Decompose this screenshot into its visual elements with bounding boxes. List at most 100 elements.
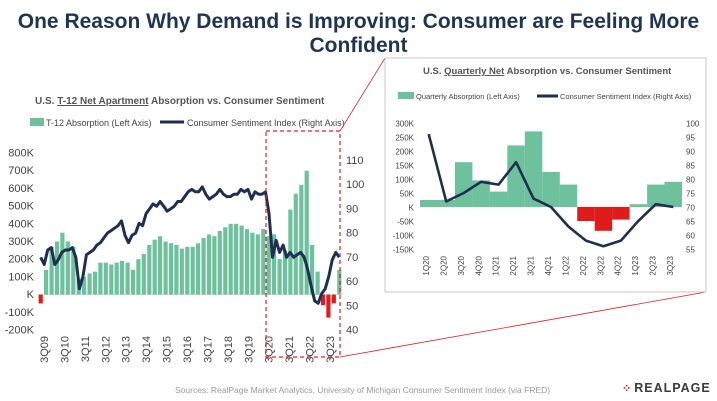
inset-x-label: 3Q22: [596, 255, 605, 275]
left-bar: [304, 170, 309, 295]
left-right-tick: 80: [346, 228, 358, 240]
left-bar: [337, 269, 342, 295]
left-bar: [190, 246, 195, 295]
left-bar: [277, 259, 282, 295]
left-bar: [82, 276, 87, 295]
left-bar: [114, 262, 119, 295]
left-bar: [196, 243, 201, 295]
left-x-label: 3Q17: [202, 336, 214, 363]
left-bar: [120, 261, 125, 295]
inset-right-tick: 55: [686, 246, 695, 255]
left-bar: [49, 246, 54, 295]
inset-x-label: 2Q21: [509, 255, 518, 275]
inset-title-underlined: Quarterly Net: [444, 66, 505, 77]
inset-left-tick: 300K: [395, 120, 414, 129]
left-bar: [331, 294, 336, 304]
left-x-label: 3Q20: [264, 336, 276, 363]
inset-bar: [437, 200, 455, 207]
left-bar: [261, 229, 266, 295]
inset-x-label: 1Q23: [631, 255, 640, 275]
left-left-tick: 100K: [8, 271, 34, 283]
inset-bar: [594, 207, 613, 231]
left-bar: [212, 236, 217, 295]
left-bar: [125, 262, 130, 295]
left-bar: [223, 227, 228, 295]
realpage-logo: ⁘ REALPAGE: [622, 381, 711, 395]
left-bar: [201, 238, 206, 295]
inset-x-label: 2Q20: [439, 255, 448, 275]
left-x-label: 3Q18: [223, 336, 235, 363]
inset-bar: [420, 200, 438, 207]
inset-x-label: 2Q22: [579, 255, 588, 275]
left-bar: [38, 294, 43, 304]
left-left-tick: 800K: [8, 148, 34, 160]
inset-legend-bar-swatch: [398, 92, 414, 99]
left-chart-legend: T-12 Absorption (Left Axis) Consumer Sen…: [30, 118, 345, 128]
inset-bar: [507, 145, 525, 207]
left-bar: [244, 229, 250, 295]
left-bar: [206, 234, 212, 295]
inset-bar: [489, 191, 508, 207]
left-bar: [98, 262, 103, 295]
inset-title-suffix: Absorption vs. Consumer Sentiment: [504, 66, 672, 77]
left-right-tick: 100: [346, 179, 364, 191]
left-right-tick: 40: [346, 325, 358, 337]
left-left-tick: 200K: [8, 254, 34, 266]
left-bar: [250, 232, 255, 295]
left-x-label: 3Q22: [305, 336, 317, 363]
left-chart-title: U.S. T-12 Net Apartment Absorption vs. C…: [35, 96, 325, 107]
left-left-tick: 600K: [8, 183, 34, 195]
inset-bar: [559, 184, 578, 207]
inset-left-tick: -100K: [393, 232, 415, 241]
inset-left-tick: 200K: [395, 148, 414, 157]
left-bar: [92, 271, 98, 295]
left-left-tick: 500K: [8, 201, 34, 213]
left-bar: [65, 241, 70, 295]
left-x-label: 3Q19: [243, 336, 255, 363]
inset-left-tick: 150K: [395, 162, 414, 171]
inset-left-tick: 50K: [400, 190, 415, 199]
source-note: Sources: RealPage Market Analytics, Univ…: [175, 385, 551, 395]
inset-right-tick: 80: [686, 176, 695, 185]
inset-left-tick: -150K: [393, 246, 415, 255]
inset-right-tick: 90: [686, 148, 695, 157]
inset-right-tick: 100: [686, 120, 700, 129]
callout-connector-bottom: [339, 291, 707, 358]
left-x-label: 3Q13: [121, 336, 133, 363]
left-bar: [87, 273, 92, 295]
left-bar: [103, 262, 108, 295]
inset-right-tick: 95: [686, 134, 695, 143]
left-title-suffix: Absorption vs. Consumer Sentiment: [149, 96, 325, 107]
left-bar: [44, 269, 49, 295]
left-bar: [158, 236, 163, 295]
left-bar: [239, 225, 244, 295]
left-axis-labels: 800K 700K 600K 500K 400K 300K 200K 100K K -100K -2…: [5, 148, 365, 363]
inset-bar: [629, 204, 648, 207]
left-right-tick: 50: [346, 300, 358, 312]
inset-x-label: 2Q23: [649, 255, 658, 275]
left-bar: [130, 269, 136, 295]
left-bar: [255, 234, 260, 295]
left-x-label: 3Q21: [284, 336, 296, 363]
inset-right-tick: 75: [686, 190, 695, 199]
left-bar: [168, 243, 174, 295]
left-bar: [174, 245, 179, 295]
inset-x-label: 1Q20: [422, 255, 431, 275]
left-left-tick: -200K: [5, 325, 35, 337]
left-bar: [326, 294, 331, 318]
left-left-tick: 400K: [8, 218, 34, 230]
inset-bar: [472, 180, 490, 207]
inset-bar: [664, 181, 682, 207]
left-legend-line-label: Consumer Sentiment Index (Right Axis): [187, 118, 345, 128]
inset-x-label: 3Q21: [527, 255, 536, 275]
inset-left-tick: -50K: [397, 218, 415, 227]
left-x-label: 3Q12: [100, 336, 112, 363]
left-bar: [315, 271, 320, 295]
left-bar: [320, 294, 326, 306]
left-bar: [272, 234, 277, 295]
page-title: One Reason Why Demand is Improving: Cons…: [17, 10, 700, 57]
callout-connector-top: [339, 57, 386, 132]
left-bar: [54, 241, 60, 295]
inset-legend-bar-label: Quarterly Absorption (Left Axis): [416, 92, 520, 101]
